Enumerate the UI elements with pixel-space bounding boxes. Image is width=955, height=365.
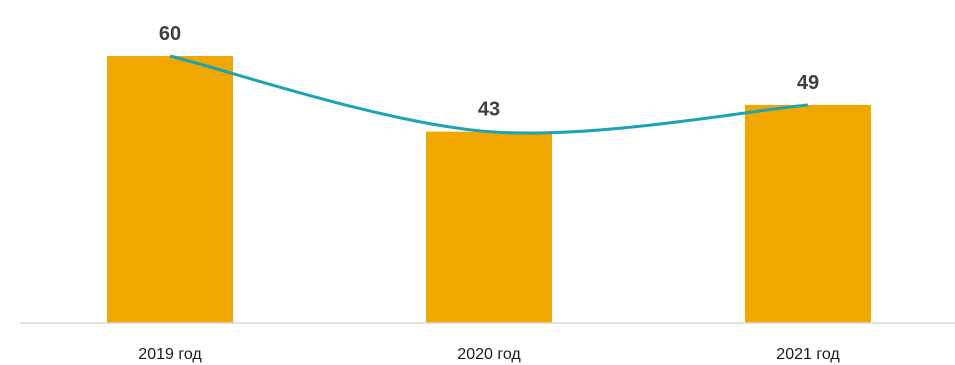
bar-0	[107, 56, 233, 323]
data-label-2: 49	[797, 72, 819, 94]
x-tick-label-2: 2021 год	[776, 346, 840, 363]
x-tick-label-1: 2020 год	[457, 346, 521, 363]
data-label-1: 43	[478, 99, 500, 121]
trend-line	[169, 54, 809, 135]
labels-group: 60 2019 год 43 2020 год 49 2021 год	[138, 23, 840, 363]
data-label-0: 60	[159, 23, 181, 45]
x-tick-label-0: 2019 год	[138, 346, 202, 363]
bar-1	[426, 131, 552, 323]
bars-group	[107, 56, 871, 323]
bar-2	[745, 104, 871, 323]
